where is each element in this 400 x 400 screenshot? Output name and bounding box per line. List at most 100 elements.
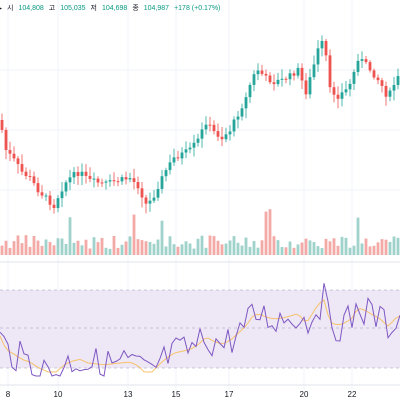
volume-bar bbox=[60, 238, 64, 255]
volume-bar bbox=[212, 236, 216, 255]
candle-body bbox=[124, 177, 128, 180]
candle-body bbox=[236, 116, 240, 120]
candle-body bbox=[68, 177, 72, 183]
high-value: 105,035 bbox=[60, 4, 86, 12]
volume-bar bbox=[56, 238, 60, 255]
x-tick-label: 10 bbox=[54, 390, 63, 399]
volume-bar bbox=[124, 241, 128, 255]
candle-body bbox=[376, 77, 380, 81]
volume-bar bbox=[396, 237, 400, 255]
volume-bar bbox=[24, 235, 28, 255]
volume-bar bbox=[36, 240, 40, 255]
candle-body bbox=[336, 94, 340, 99]
candle-body bbox=[64, 182, 68, 192]
x-tick-label: 22 bbox=[348, 390, 357, 399]
candle-body bbox=[280, 78, 284, 80]
candle-body bbox=[284, 78, 288, 80]
candle-body bbox=[132, 178, 136, 182]
candle-body bbox=[172, 157, 176, 163]
candle-body bbox=[80, 171, 84, 176]
candle-body bbox=[312, 64, 316, 78]
volume-bar bbox=[168, 236, 172, 255]
volume-bar bbox=[40, 245, 44, 255]
x-tick-label: 17 bbox=[225, 390, 234, 399]
candle-body bbox=[8, 150, 12, 154]
volume-bar bbox=[12, 241, 16, 255]
candle-body bbox=[76, 172, 80, 176]
open-label: 시 bbox=[7, 5, 14, 12]
candle-body bbox=[176, 157, 180, 159]
candle-body bbox=[104, 181, 108, 183]
candle-body bbox=[260, 70, 264, 74]
candle-body bbox=[208, 124, 212, 126]
x-tick-label: 13 bbox=[124, 390, 133, 399]
volume-bar bbox=[296, 244, 300, 255]
volume-bar bbox=[120, 244, 124, 255]
candle-body bbox=[144, 197, 148, 204]
candle-body bbox=[96, 178, 100, 183]
volume-bar bbox=[160, 220, 164, 255]
volume-bar bbox=[144, 241, 148, 255]
rsi-ma-line bbox=[0, 299, 400, 373]
candle-body bbox=[156, 188, 160, 198]
volume-bar bbox=[360, 243, 364, 255]
volume-bar bbox=[172, 244, 176, 255]
volume-bar bbox=[176, 246, 180, 255]
volume-bar bbox=[200, 235, 204, 255]
candle-body bbox=[368, 62, 372, 71]
chevron-icon[interactable]: ▸ bbox=[0, 5, 3, 12]
candle-body bbox=[24, 171, 28, 177]
candle-body bbox=[196, 138, 200, 143]
volume-bar bbox=[88, 248, 92, 255]
volume-bar bbox=[152, 243, 156, 255]
candle-body bbox=[392, 84, 396, 91]
volume-bar bbox=[204, 247, 208, 255]
change-value: +178 (+0.17%) bbox=[174, 4, 221, 12]
open-value: 104,808 bbox=[18, 4, 44, 12]
candle-body bbox=[88, 175, 92, 179]
candle-body bbox=[112, 180, 116, 182]
volume-bar bbox=[288, 241, 292, 255]
volume-bar bbox=[228, 240, 232, 255]
volume-bar bbox=[312, 242, 316, 255]
volume-bar bbox=[368, 246, 372, 255]
volume-bar bbox=[8, 247, 12, 255]
volume-bar bbox=[380, 239, 384, 255]
volume-bar bbox=[236, 242, 240, 255]
candle-body bbox=[168, 162, 172, 171]
candle-body bbox=[268, 75, 272, 83]
volume-bar bbox=[164, 246, 168, 255]
candle-body bbox=[40, 192, 44, 196]
candle-body bbox=[160, 176, 164, 189]
candle-body bbox=[340, 92, 344, 99]
volume-bar bbox=[148, 241, 152, 255]
candle-body bbox=[184, 149, 188, 153]
candle-body bbox=[12, 153, 16, 159]
volume-bar bbox=[388, 241, 392, 255]
candle-body bbox=[44, 195, 48, 197]
candle-body bbox=[396, 76, 400, 85]
candle-body bbox=[36, 183, 40, 193]
volume-bar bbox=[252, 241, 256, 255]
volume-bar bbox=[268, 209, 272, 255]
volume-bar bbox=[264, 211, 268, 255]
volume-bar bbox=[220, 244, 224, 255]
low-label: 저 bbox=[90, 5, 97, 12]
candle-body bbox=[332, 87, 336, 95]
volume-bar bbox=[108, 248, 112, 255]
candle-body bbox=[100, 182, 104, 184]
volume-bar bbox=[92, 237, 96, 255]
volume-bar bbox=[0, 245, 4, 255]
candle-body bbox=[304, 80, 308, 95]
ohlc-legend: ▸ 시 104,808 고 105,035 저 104,698 종 104,987 +1… bbox=[0, 0, 220, 16]
candle-body bbox=[356, 60, 360, 72]
candle-body bbox=[52, 204, 56, 209]
volume-bar bbox=[64, 243, 68, 255]
volume-bar bbox=[300, 242, 304, 255]
volume-bar bbox=[180, 244, 184, 255]
volume-bar bbox=[20, 243, 24, 255]
volume-bar bbox=[76, 240, 80, 255]
candle-body bbox=[48, 195, 52, 205]
volume-bar bbox=[324, 238, 328, 255]
